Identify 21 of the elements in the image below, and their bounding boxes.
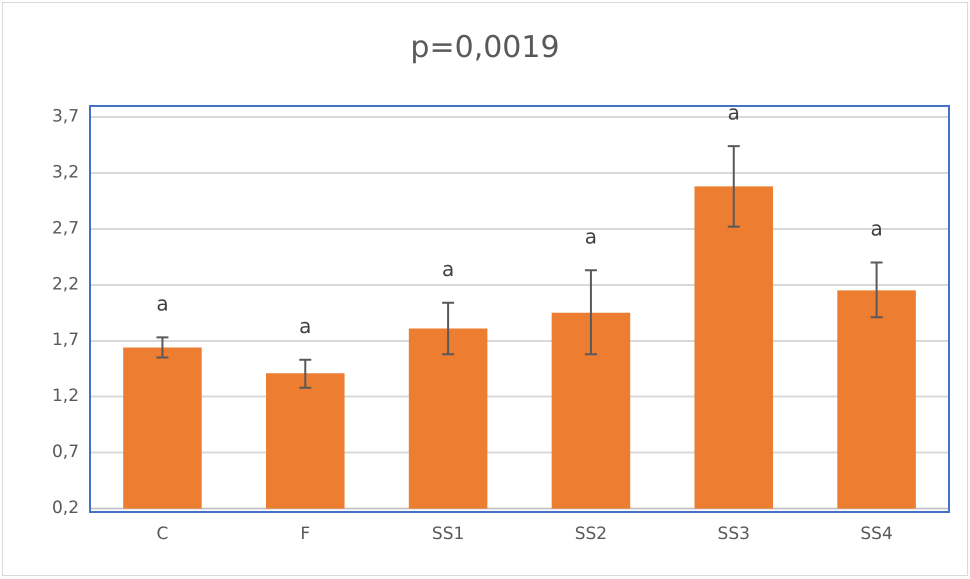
annotation: a bbox=[584, 224, 598, 248]
y-tick-label: 1,7 bbox=[52, 330, 80, 350]
annotation: a bbox=[728, 100, 740, 124]
annotation: a bbox=[870, 216, 883, 241]
y-tick-label: 0,2 bbox=[52, 498, 80, 518]
annotation: a bbox=[156, 292, 169, 316]
y-tick-label: 2,7 bbox=[52, 218, 80, 238]
x-tick-label: SS1 bbox=[432, 524, 464, 544]
annotation: a bbox=[442, 256, 454, 281]
y-tick-label: 3,2 bbox=[52, 162, 80, 182]
x-tick-label: SS4 bbox=[860, 524, 893, 544]
y-tick-label: 3,7 bbox=[52, 106, 80, 126]
x-tick-label: C bbox=[156, 524, 168, 544]
annotation: a bbox=[299, 314, 312, 338]
y-tick-label: 0,7 bbox=[52, 442, 80, 462]
chart-title: p=0,0019 bbox=[409, 30, 561, 65]
x-tick-label: SS2 bbox=[574, 524, 608, 544]
x-tick-label: F bbox=[300, 524, 310, 544]
y-tick-label: 1,2 bbox=[52, 386, 80, 406]
x-tick-label: SS3 bbox=[718, 524, 750, 544]
y-tick-label: 2,2 bbox=[52, 274, 80, 294]
